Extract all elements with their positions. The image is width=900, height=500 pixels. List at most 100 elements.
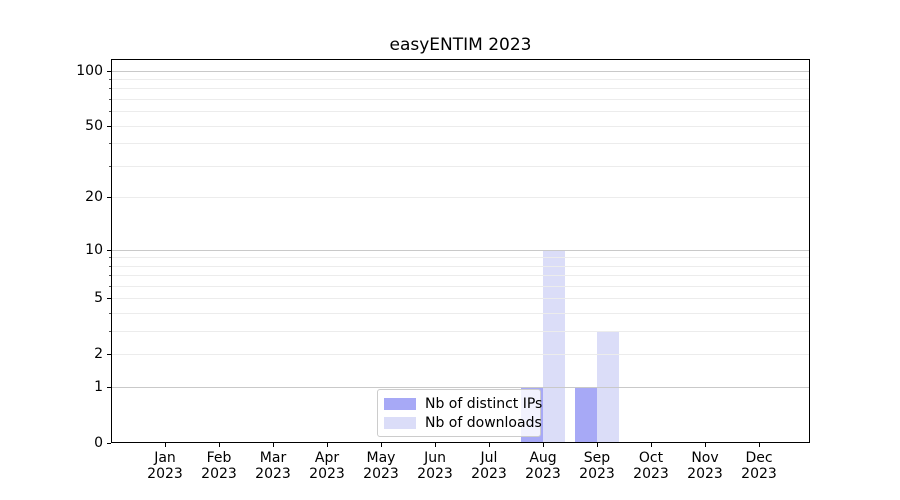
x-label-year: 2023	[255, 466, 291, 482]
x-tick-label: Jun 2023	[405, 450, 465, 482]
y-minor-tick-mark	[109, 79, 111, 80]
plot-area	[111, 59, 810, 443]
legend-swatch	[384, 416, 416, 429]
legend-entry: Nb of downloads	[384, 413, 542, 432]
minor-gridline	[111, 275, 810, 276]
minor-gridline	[111, 99, 810, 100]
y-tick-label: 0	[94, 435, 103, 451]
x-label-month: Jul	[480, 450, 498, 466]
minor-gridline	[111, 354, 810, 355]
x-label-month: May	[366, 450, 396, 466]
x-label-month: Aug	[529, 450, 557, 466]
y-minor-tick-mark	[109, 166, 111, 167]
minor-gridline	[111, 126, 810, 127]
y-tick-label: 20	[85, 189, 103, 205]
bar-nb-of-distinct-ips-sep	[575, 387, 597, 443]
x-label-month: Jan	[154, 450, 176, 466]
x-tick-mark	[489, 443, 490, 447]
minor-gridline	[111, 286, 810, 287]
y-minor-tick-mark	[109, 143, 111, 144]
minor-gridline	[111, 111, 810, 112]
legend-swatch	[384, 397, 416, 410]
y-minor-tick-mark	[109, 275, 111, 276]
x-label-month: Apr	[314, 450, 340, 466]
x-label-year: 2023	[471, 466, 507, 482]
x-label-month: Dec	[745, 450, 773, 466]
x-tick-mark	[273, 443, 274, 447]
x-label-year: 2023	[201, 466, 237, 482]
y-tick-mark	[107, 354, 111, 355]
x-label-year: 2023	[579, 466, 615, 482]
minor-gridline	[111, 79, 810, 80]
x-tick-mark	[327, 443, 328, 447]
x-label-month: Nov	[691, 450, 719, 466]
y-tick-mark	[107, 298, 111, 299]
x-label-year: 2023	[525, 466, 561, 482]
y-tick-label: 5	[94, 290, 103, 306]
x-tick-label: Jul 2023	[459, 450, 519, 482]
x-tick-mark	[165, 443, 166, 447]
x-tick-label: May 2023	[351, 450, 411, 482]
y-tick-label: 100	[76, 63, 103, 79]
legend-label: Nb of distinct IPs	[425, 395, 543, 412]
x-tick-mark	[597, 443, 598, 447]
minor-gridline	[111, 88, 810, 89]
x-tick-mark	[759, 443, 760, 447]
x-label-month: Oct	[638, 450, 664, 466]
y-tick-mark	[107, 250, 111, 251]
y-minor-tick-mark	[109, 111, 111, 112]
y-tick-mark	[107, 71, 111, 72]
y-tick-mark	[107, 443, 111, 444]
y-tick-label: 50	[85, 118, 103, 134]
x-label-year: 2023	[417, 466, 453, 482]
x-tick-mark	[219, 443, 220, 447]
x-label-month: Mar	[259, 450, 287, 466]
y-tick-label: 1	[94, 379, 103, 395]
minor-gridline	[111, 331, 810, 332]
x-tick-label: Mar 2023	[243, 450, 303, 482]
major-gridline	[111, 71, 810, 72]
minor-gridline	[111, 298, 810, 299]
minor-gridline	[111, 197, 810, 198]
x-label-year: 2023	[147, 466, 183, 482]
bar-nb-of-downloads-aug	[543, 249, 565, 443]
minor-gridline	[111, 166, 810, 167]
major-gridline	[111, 387, 810, 388]
y-minor-tick-mark	[109, 313, 111, 314]
legend-label: Nb of downloads	[425, 414, 542, 431]
major-gridline	[111, 250, 810, 251]
y-tick-label: 2	[94, 346, 103, 362]
x-tick-label: Oct 2023	[621, 450, 681, 482]
y-tick-label: 10	[85, 242, 103, 258]
x-label-month: Sep	[583, 450, 611, 466]
x-label-year: 2023	[363, 466, 399, 482]
x-tick-label: Feb 2023	[189, 450, 249, 482]
x-tick-mark	[435, 443, 436, 447]
y-minor-tick-mark	[109, 257, 111, 258]
minor-gridline	[111, 266, 810, 267]
x-label-year: 2023	[633, 466, 669, 482]
x-label-year: 2023	[309, 466, 345, 482]
y-minor-tick-mark	[109, 331, 111, 332]
x-tick-label: Dec 2023	[729, 450, 789, 482]
y-tick-mark	[107, 387, 111, 388]
x-tick-mark	[543, 443, 544, 447]
legend: Nb of distinct IPs Nb of downloads	[377, 389, 542, 437]
x-label-year: 2023	[687, 466, 723, 482]
x-label-month: Feb	[206, 450, 232, 466]
x-tick-label: Jan 2023	[135, 450, 195, 482]
y-minor-tick-mark	[109, 266, 111, 267]
minor-gridline	[111, 143, 810, 144]
x-tick-mark	[381, 443, 382, 447]
legend-entry: Nb of distinct IPs	[384, 394, 542, 413]
y-minor-tick-mark	[109, 88, 111, 89]
x-tick-label: Sep 2023	[567, 450, 627, 482]
x-tick-label: Aug 2023	[513, 450, 573, 482]
x-label-year: 2023	[741, 466, 777, 482]
x-label-month: Jun	[424, 450, 446, 466]
y-minor-tick-mark	[109, 286, 111, 287]
chart-title: easyENTIM 2023	[389, 35, 532, 55]
minor-gridline	[111, 257, 810, 258]
minor-gridline	[111, 313, 810, 314]
